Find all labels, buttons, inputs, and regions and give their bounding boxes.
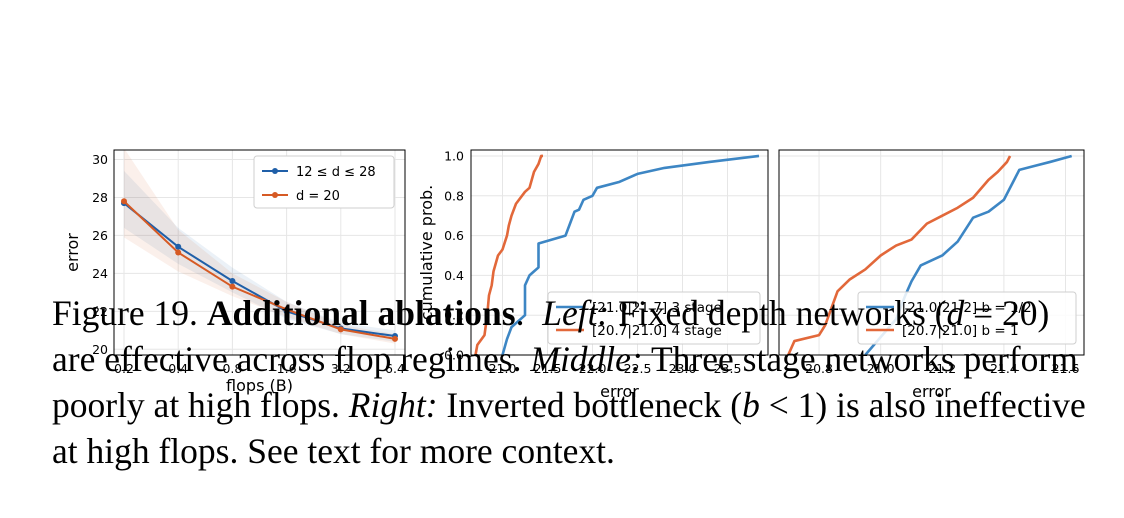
caption-left-label: Left: <box>542 293 610 333</box>
y-axis-label: error <box>63 233 82 272</box>
x-tick-label: 22.5 <box>624 361 652 376</box>
axes-frame <box>778 149 1085 356</box>
x-tick-label: 20.8 <box>805 361 833 376</box>
x-tick-label: 21.2 <box>928 361 956 376</box>
legend-label: [21.0|21.2] b = 1/2 <box>902 300 1032 316</box>
legend-label: d = 20 <box>296 189 340 204</box>
data-point <box>337 326 344 333</box>
confidence-band <box>124 170 395 342</box>
x-tick-label: 21.4 <box>990 361 1018 376</box>
caption-title: Additional ablations <box>206 293 516 333</box>
caption-right-math-var: b <box>742 385 760 425</box>
x-axis-label: flops (B) <box>226 376 293 395</box>
caption-right-math-rest: < 1) is also ineffective at high flops. … <box>52 385 1086 471</box>
legend-marker <box>272 168 278 174</box>
x-tick-label: 22.0 <box>579 361 607 376</box>
axes-frame <box>113 149 406 356</box>
x-tick-label: 0.2 <box>114 361 134 376</box>
cdf-line <box>787 155 1012 356</box>
legend-label: [21.0|21.7] 3 stage <box>592 300 722 316</box>
y-tick-label: 24 <box>92 266 108 281</box>
y-tick-label: 0.0 <box>444 348 464 363</box>
figure-caption: Figure 19. Additional ablations. Left: F… <box>52 293 1086 471</box>
caption-left-math-var: d <box>946 293 965 333</box>
data-point <box>283 306 290 313</box>
y-tick-label: 1.0 <box>444 148 464 163</box>
y-tick-label: 30 <box>92 152 108 167</box>
caption-right-text: Inverted bottleneck ( <box>446 385 743 425</box>
data-point <box>175 249 182 256</box>
y-tick-label: 0.2 <box>444 308 464 323</box>
x-axis-label: error <box>600 382 639 401</box>
series-line <box>123 202 396 338</box>
x-tick-label: 23.5 <box>714 361 742 376</box>
caption-middle-text: Three stage networks perform poorly at h… <box>52 339 1078 425</box>
x-tick-label: 1.6 <box>277 361 297 376</box>
series-line <box>123 200 396 340</box>
data-point <box>392 335 398 342</box>
y-tick-label: 0.6 <box>444 228 464 243</box>
data-point <box>121 198 127 205</box>
legend-marker <box>272 192 278 198</box>
legend-label: [20.7|21.0] 4 stage <box>592 323 722 339</box>
legend-label: [20.7|21.0] b = 1 <box>902 323 1019 339</box>
caption-left-text: Fixed depth networks ( <box>618 293 947 333</box>
cdf-line <box>474 154 543 356</box>
data-point <box>175 243 182 250</box>
caption-left-math-rest: = 20) are effective across flop regimes. <box>52 293 1050 379</box>
y-tick-label: 20 <box>92 342 108 357</box>
cdf-line <box>501 154 760 356</box>
legend-box <box>547 291 761 345</box>
legend-box <box>253 155 395 209</box>
y-tick-label: 22 <box>92 304 108 319</box>
y-tick-label: 26 <box>92 228 108 243</box>
caption-figure-label: Figure 19. <box>52 293 198 333</box>
x-axis-label: error <box>912 382 951 401</box>
data-point <box>229 283 236 290</box>
y-axis-label: cumulative prob. <box>417 185 436 320</box>
legend-label: 12 ≤ d ≤ 28 <box>296 165 376 180</box>
y-tick-label: 28 <box>92 190 108 205</box>
x-tick-label: 21.0 <box>867 361 895 376</box>
x-tick-label: 0.4 <box>168 361 188 376</box>
x-tick-label: 21.0 <box>489 361 517 376</box>
x-tick-label: 3.2 <box>331 361 351 376</box>
x-tick-label: 0.8 <box>222 361 242 376</box>
x-tick-label: 6.4 <box>385 361 405 376</box>
data-point <box>229 277 236 284</box>
x-tick-label: 23.0 <box>669 361 697 376</box>
caption-middle-label: Middle: <box>530 339 643 379</box>
y-tick-label: 0.8 <box>444 188 464 203</box>
plot-area <box>121 150 398 344</box>
x-tick-label: 21.6 <box>1052 361 1080 376</box>
legend-box <box>857 291 1077 345</box>
y-tick-label: 0.4 <box>444 268 464 283</box>
caption-right-label: Right: <box>348 385 438 425</box>
x-tick-label: 21.5 <box>534 361 562 376</box>
axes-frame <box>470 149 769 356</box>
